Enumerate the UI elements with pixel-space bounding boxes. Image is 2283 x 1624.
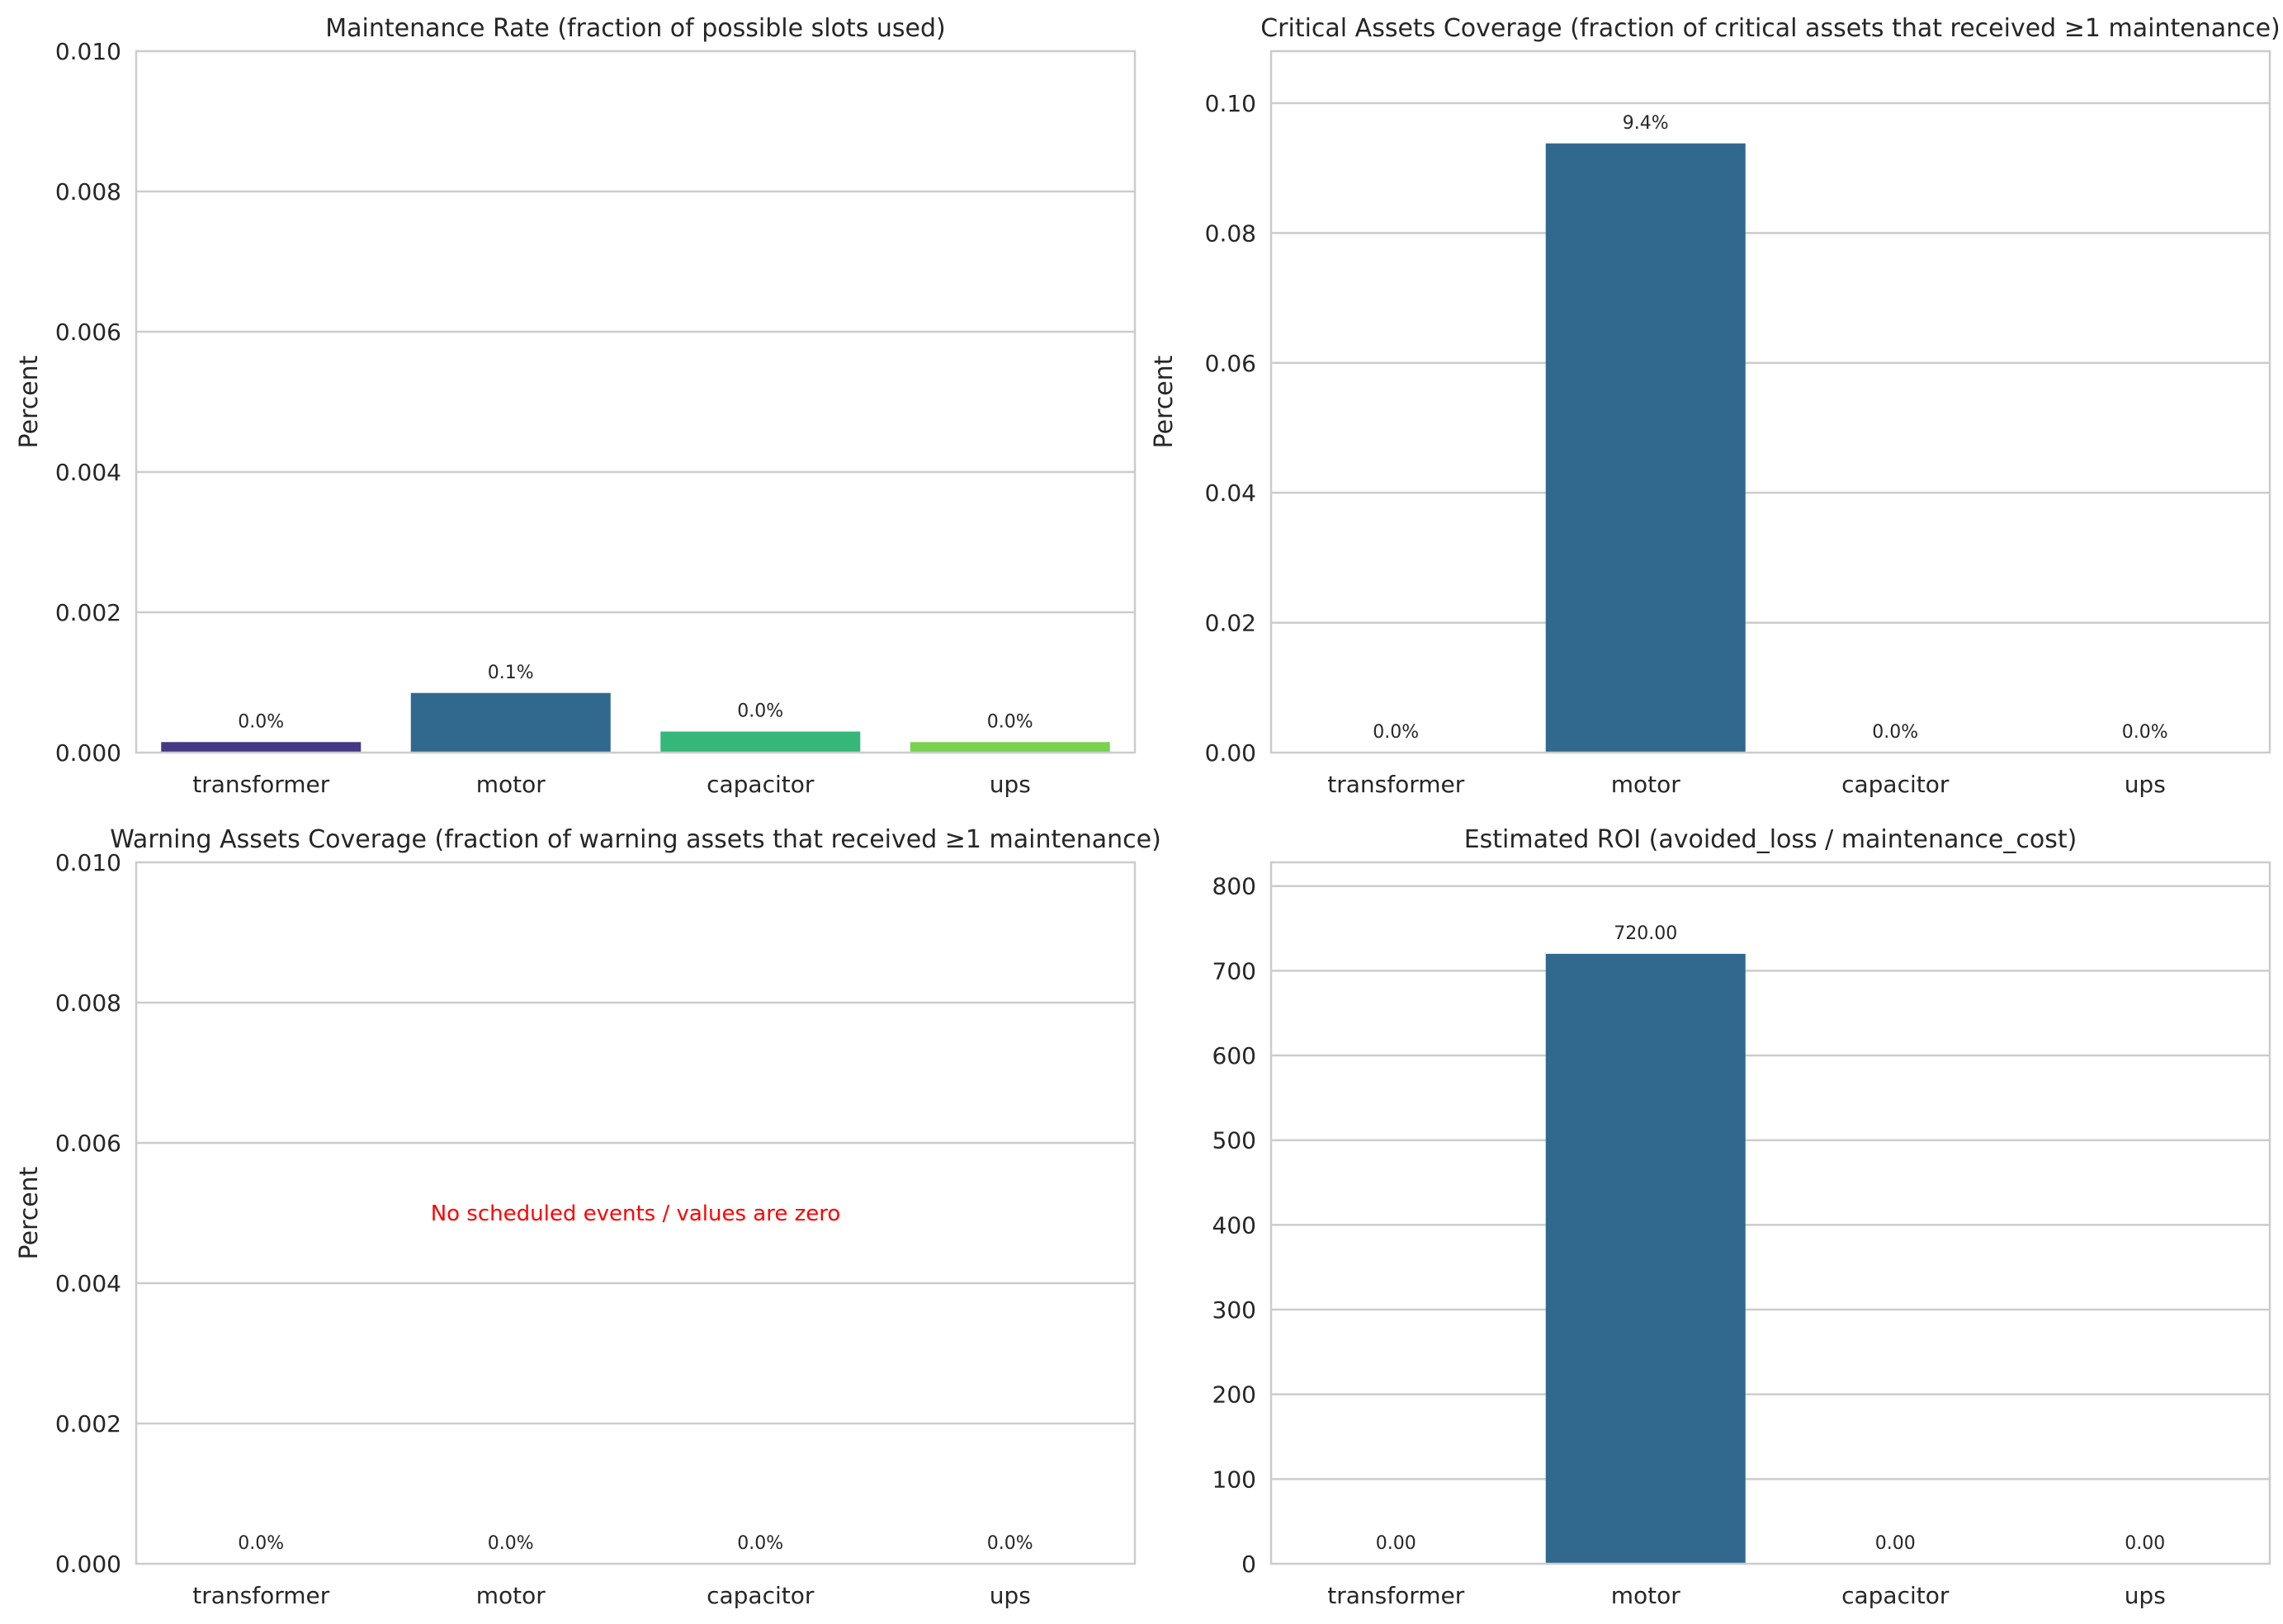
bar-ups: [910, 742, 1110, 753]
x-tick-label-capacitor: capacitor: [1841, 771, 1950, 798]
y-tick-label: 0: [1241, 1551, 1256, 1578]
chart-title: Maintenance Rate (fraction of possible s…: [325, 14, 945, 43]
y-tick-label: 0.002: [55, 1410, 121, 1438]
x-tick-label-capacitor: capacitor: [1841, 1582, 1950, 1609]
y-tick-label: 0.08: [1205, 220, 1256, 247]
y-tick-label: 0.004: [55, 459, 121, 486]
bar-value-label: 0.0%: [1872, 722, 1918, 743]
axes-frame: [135, 50, 1137, 754]
y-tick-label: 0.10: [1205, 90, 1256, 117]
bar-motor: [1545, 953, 1746, 1564]
chart-title: Critical Assets Coverage (fraction of cr…: [1260, 14, 2281, 43]
chart-panel-3: 0.000 0.002 0.004 0.006 0.008 0.010 transforme…: [15, 825, 1161, 1609]
y-tick-label: 0.006: [55, 319, 121, 346]
x-tick-label-ups: ups: [990, 1582, 1031, 1609]
bar-value-label: 0.0%: [238, 711, 284, 732]
x-tick-label-motor: motor: [476, 771, 546, 798]
y-axis-label: Percent: [1150, 355, 1179, 448]
x-tick-label-ups: ups: [2125, 1582, 2166, 1609]
bar-value-label: 0.0%: [987, 711, 1033, 732]
x-tick-label-motor: motor: [476, 1582, 546, 1609]
bar-motor: [1545, 143, 1746, 753]
y-tick-label: 0.008: [55, 178, 121, 205]
annotation-text: No scheduled events / values are zero: [431, 1201, 841, 1226]
x-tick-label-motor: motor: [1611, 1582, 1681, 1609]
bar-motor: [410, 692, 611, 753]
y-tick-label: 0.06: [1205, 350, 1256, 377]
y-tick-label: 0.00: [1205, 739, 1256, 767]
y-tick-label: 0.04: [1205, 479, 1256, 507]
bar-value-label: 0.00: [2125, 1533, 2165, 1554]
y-tick-label: 0.006: [55, 1130, 121, 1157]
y-tick-label: 0.004: [55, 1270, 121, 1297]
y-tick-label: 0.008: [55, 989, 121, 1017]
x-tick-label-transformer: transformer: [1327, 771, 1464, 798]
bar-value-label: 0.0%: [737, 1533, 783, 1554]
bar-value-label: 0.00: [1875, 1533, 1916, 1554]
y-tick-label: 500: [1212, 1127, 1256, 1154]
bar-value-label: 0.0%: [488, 1533, 534, 1554]
chart-title: Warning Assets Coverage (fraction of war…: [110, 825, 1161, 854]
bar-capacitor: [660, 731, 861, 753]
y-tick-label: 200: [1212, 1381, 1256, 1409]
axes-frame: [1269, 50, 2271, 754]
y-tick-label: 800: [1212, 873, 1256, 900]
y-axis-label: Percent: [15, 1166, 44, 1259]
x-tick-label-capacitor: capacitor: [707, 1582, 815, 1609]
y-tick-label: 400: [1212, 1211, 1256, 1239]
axes-frame: [1269, 861, 2271, 1565]
axes-frame: [135, 861, 1137, 1565]
bar-value-label: 0.0%: [1373, 722, 1419, 743]
bar-value-label: 0.0%: [2122, 722, 2168, 743]
bar-value-label: 0.1%: [488, 663, 534, 683]
bar-value-label: 0.00: [1376, 1533, 1416, 1554]
y-tick-label: 700: [1212, 957, 1256, 984]
y-tick-label: 0.02: [1205, 610, 1256, 637]
y-tick-label: 600: [1212, 1042, 1256, 1069]
chart-panel-1: 0.000 0.002 0.004 0.006 0.008 0.010 transforme…: [15, 14, 1137, 798]
y-tick-label: 0.010: [55, 38, 121, 65]
chart-panel-4: 0 100 200 300 400 500 600 700 800 transformer moto…: [1212, 825, 2271, 1609]
x-tick-label-capacitor: capacitor: [707, 771, 815, 798]
x-tick-label-ups: ups: [990, 771, 1031, 798]
y-tick-label: 100: [1212, 1466, 1256, 1493]
chart-panel-2: 0.00 0.02 0.04 0.06 0.08 0.10 transformer motor…: [1150, 14, 2281, 798]
y-axis-label: Percent: [15, 355, 44, 448]
x-tick-label-transformer: transformer: [192, 1582, 329, 1609]
chart-title: Estimated ROI (avoided_loss / maintenanc…: [1464, 825, 2077, 854]
bar-transformer: [161, 742, 362, 753]
y-tick-label: 0.000: [55, 1551, 121, 1578]
x-tick-label-motor: motor: [1611, 771, 1681, 798]
y-tick-label: 0.000: [55, 739, 121, 767]
y-tick-label: 0.002: [55, 599, 121, 626]
bar-value-label: 0.0%: [737, 701, 783, 722]
bar-value-label: 0.0%: [987, 1533, 1033, 1554]
bar-value-label: 720.00: [1614, 923, 1677, 944]
y-tick-label: 0.010: [55, 849, 121, 876]
x-tick-label-transformer: transformer: [1327, 1582, 1464, 1609]
y-tick-label: 300: [1212, 1296, 1256, 1324]
bar-value-label: 0.0%: [238, 1533, 284, 1554]
x-tick-label-transformer: transformer: [192, 771, 329, 798]
bar-value-label: 9.4%: [1623, 113, 1669, 134]
x-tick-label-ups: ups: [2125, 771, 2166, 798]
